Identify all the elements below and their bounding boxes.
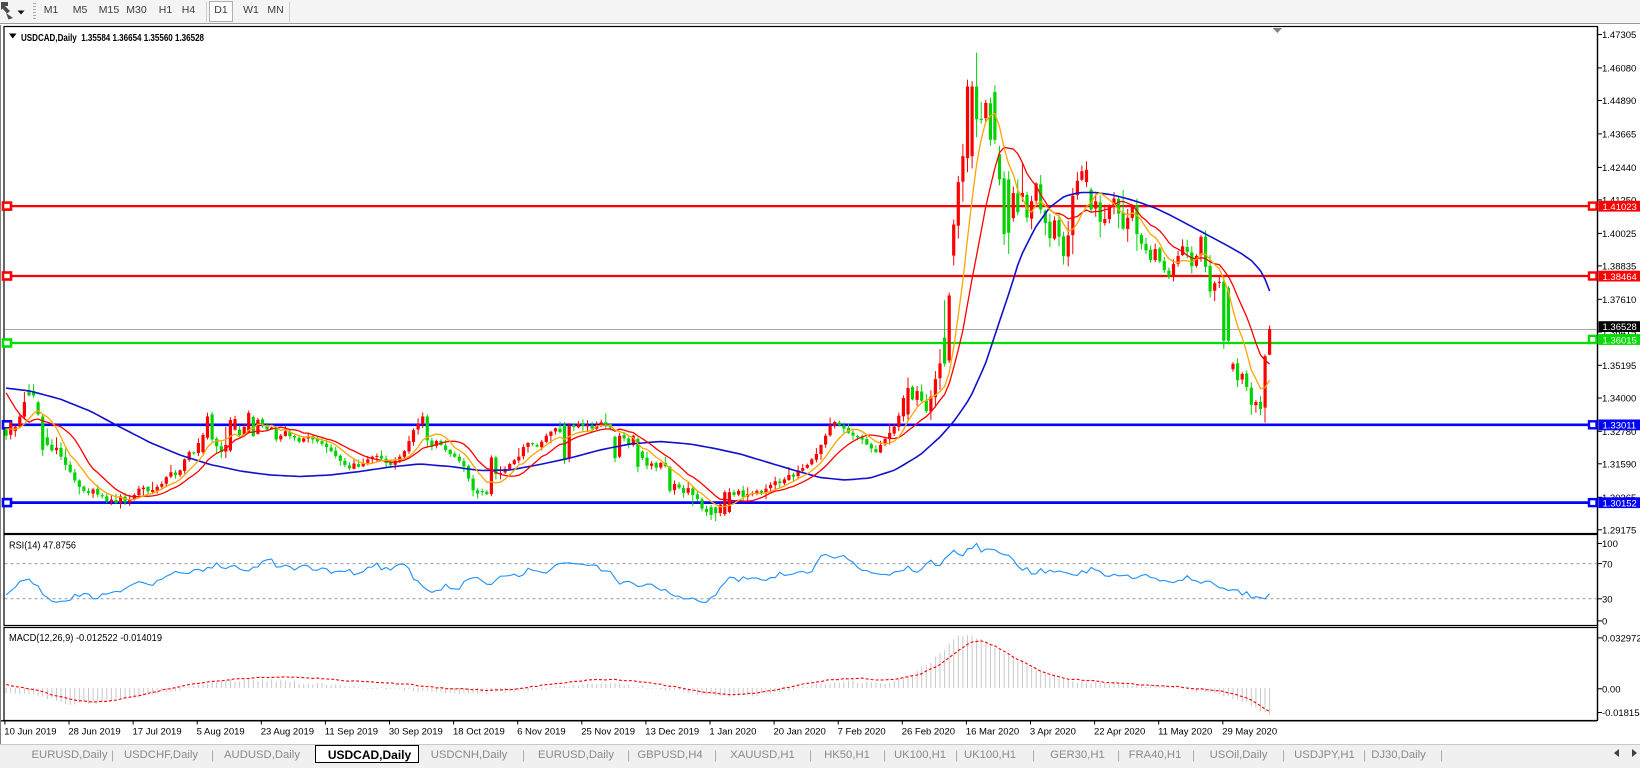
svg-text:1.31590: 1.31590 [1602, 460, 1636, 471]
svg-text:1.43665: 1.43665 [1602, 130, 1636, 141]
svg-text:100: 100 [1602, 539, 1618, 550]
svg-text:1.29175: 1.29175 [1602, 526, 1636, 537]
svg-text:10 Jun 2019: 10 Jun 2019 [4, 727, 56, 738]
svg-text:0: 0 [1602, 617, 1607, 628]
svg-text:7 Feb 2020: 7 Feb 2020 [838, 727, 886, 738]
svg-text:3 Apr 2020: 3 Apr 2020 [1030, 727, 1076, 738]
svg-text:11 Sep 2019: 11 Sep 2019 [325, 727, 378, 738]
svg-text:1.37610: 1.37610 [1602, 295, 1636, 306]
svg-text:USDCAD,Daily 1.35584 1.36654: USDCAD,Daily 1.35584 1.36654 1.35560 1.3… [21, 32, 204, 44]
svg-text:29 May 2020: 29 May 2020 [1222, 727, 1277, 738]
svg-text:1.35195: 1.35195 [1602, 361, 1636, 372]
svg-text:28 Jun 2019: 28 Jun 2019 [68, 727, 120, 738]
svg-text:1.46080: 1.46080 [1602, 64, 1636, 75]
svg-text:0.032972: 0.032972 [1602, 634, 1640, 645]
svg-text:1.38835: 1.38835 [1602, 262, 1636, 273]
svg-text:1.44890: 1.44890 [1602, 96, 1636, 107]
svg-text:RSI(14) 47.8756: RSI(14) 47.8756 [9, 541, 76, 552]
svg-text:5 Aug 2019: 5 Aug 2019 [197, 727, 245, 738]
svg-text:23 Aug 2019: 23 Aug 2019 [261, 727, 314, 738]
svg-text:11 May 2020: 11 May 2020 [1158, 727, 1212, 738]
svg-text:1.30152: 1.30152 [1603, 499, 1637, 510]
svg-text:6 Nov 2019: 6 Nov 2019 [517, 727, 566, 738]
svg-text:1 Jan 2020: 1 Jan 2020 [709, 727, 756, 738]
svg-text:1.42440: 1.42440 [1602, 163, 1636, 174]
svg-text:30 Sep 2019: 30 Sep 2019 [389, 727, 443, 738]
svg-text:17 Jul 2019: 17 Jul 2019 [133, 727, 182, 738]
svg-text:30: 30 [1602, 595, 1613, 606]
svg-text:20 Jan 2020: 20 Jan 2020 [774, 727, 826, 738]
svg-text:0.00: 0.00 [1602, 685, 1621, 696]
svg-text:13 Dec 2019: 13 Dec 2019 [645, 727, 699, 738]
svg-text:16 Mar 2020: 16 Mar 2020 [966, 727, 1019, 738]
svg-text:26 Feb 2020: 26 Feb 2020 [902, 727, 955, 738]
svg-text:1.36528: 1.36528 [1603, 322, 1637, 333]
svg-text:25 Nov 2019: 25 Nov 2019 [581, 727, 635, 738]
svg-text:1.47305: 1.47305 [1602, 30, 1636, 41]
svg-text:MACD(12,26,9) -0.012522 -0.014: MACD(12,26,9) -0.012522 -0.014019 [9, 633, 162, 644]
svg-text:-0.018154: -0.018154 [1602, 708, 1640, 719]
svg-text:1.41023: 1.41023 [1603, 202, 1637, 213]
svg-text:70: 70 [1602, 559, 1613, 570]
svg-text:1.36015: 1.36015 [1603, 335, 1637, 346]
svg-text:18 Oct 2019: 18 Oct 2019 [453, 727, 505, 738]
svg-text:1.32780: 1.32780 [1602, 427, 1636, 438]
svg-text:1.33011: 1.33011 [1603, 421, 1637, 432]
svg-text:1.40025: 1.40025 [1602, 229, 1636, 240]
svg-text:22 Apr 2020: 22 Apr 2020 [1094, 727, 1145, 738]
svg-text:1.34000: 1.34000 [1602, 394, 1636, 405]
svg-text:1.38464: 1.38464 [1603, 272, 1637, 283]
svg-text:1.36415: 1.36415 [1602, 328, 1636, 339]
